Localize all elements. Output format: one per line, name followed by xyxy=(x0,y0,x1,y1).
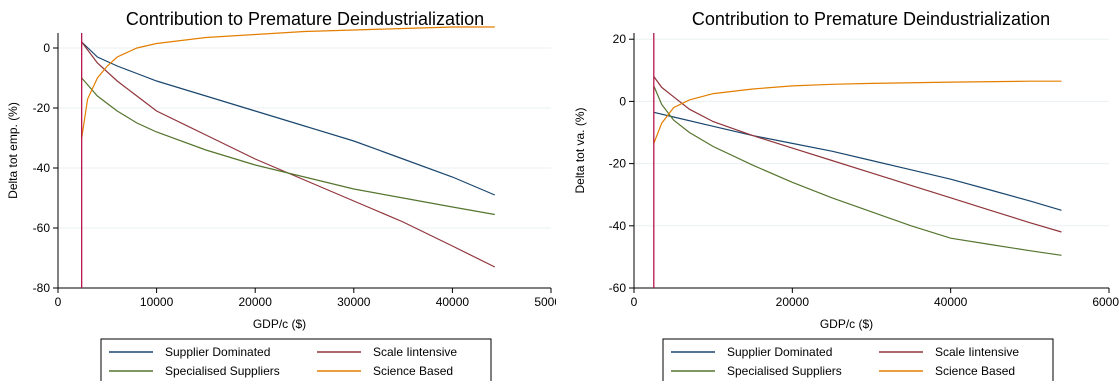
x-tick-label: 30000 xyxy=(337,295,371,309)
legend-label: Scale Iintensive xyxy=(935,345,1019,359)
x-tick-label: 0 xyxy=(55,295,62,309)
y-tick-label: 0 xyxy=(43,41,50,55)
y-axis-label: Delta tot emp. (%) xyxy=(6,102,20,199)
series-line-specialised-suppliers xyxy=(653,85,1062,256)
x-axis-label: GDP/c ($) xyxy=(820,317,873,331)
series-line-scale-iintensive xyxy=(653,76,1062,233)
x-tick-label: 50000 xyxy=(534,295,556,309)
right-chart-panel: Contribution to Premature Deindustrializ… xyxy=(563,0,1119,384)
legend-label: Science Based xyxy=(935,364,1015,378)
y-tick-label: -80 xyxy=(33,281,51,295)
x-tick-label: 40000 xyxy=(436,295,470,309)
legend-label: Supplier Dominated xyxy=(727,345,832,359)
y-tick-label: -40 xyxy=(609,219,627,233)
x-tick-label: 60000 xyxy=(1092,295,1119,309)
legend-box xyxy=(100,338,492,384)
legend-label: Scale Iintensive xyxy=(373,345,457,359)
series-line-supplier-dominated xyxy=(81,41,496,196)
legend-label: Specialised Suppliers xyxy=(727,364,842,378)
x-tick-label: 0 xyxy=(631,295,638,309)
y-tick-label: -20 xyxy=(33,101,51,115)
y-tick-label: 0 xyxy=(619,94,626,108)
series-line-science-based xyxy=(653,80,1062,144)
chart-title: Contribution to Premature Deindustrializ… xyxy=(692,9,1050,29)
left-chart-panel: Contribution to Premature Deindustrializ… xyxy=(0,0,568,384)
legend-label: Science Based xyxy=(373,364,453,378)
x-tick-label: 20000 xyxy=(776,295,810,309)
x-tick-label: 40000 xyxy=(934,295,968,309)
y-tick-label: 20 xyxy=(613,32,627,46)
y-axis-label: Delta tot va. (%) xyxy=(573,107,587,193)
x-tick-label: 20000 xyxy=(239,295,273,309)
x-tick-label: 10000 xyxy=(140,295,174,309)
y-tick-label: -60 xyxy=(609,281,627,295)
series-line-specialised-suppliers xyxy=(81,77,495,216)
y-tick-label: -20 xyxy=(609,157,627,171)
y-tick-label: -40 xyxy=(33,161,51,175)
series-line-supplier-dominated xyxy=(653,111,1062,211)
y-tick-label: -60 xyxy=(33,221,51,235)
series-line-science-based xyxy=(81,26,495,139)
right-chart-svg: Contribution to Premature Deindustrializ… xyxy=(573,9,1119,384)
legend-label: Specialised Suppliers xyxy=(165,364,280,378)
left-chart-svg: Contribution to Premature Deindustrializ… xyxy=(6,9,568,384)
x-axis-label: GDP/c ($) xyxy=(253,317,306,331)
series-line-scale-iintensive xyxy=(81,41,496,268)
chart-title: Contribution to Premature Deindustrializ… xyxy=(126,9,484,29)
legend-label: Supplier Dominated xyxy=(165,345,270,359)
